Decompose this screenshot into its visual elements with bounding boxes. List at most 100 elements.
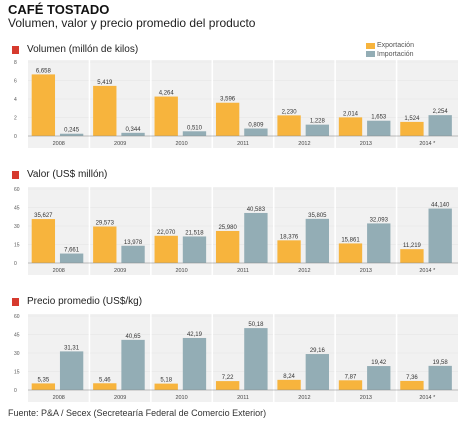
bar-import: [59, 133, 84, 136]
volume-chart: 8 6 4 2 0 6,658 0,245 2008 5,419 0,344 2009 4,264 0,…: [14, 60, 458, 148]
legend-import-label: Importación: [377, 50, 414, 58]
bar-export: [277, 379, 301, 390]
legend-export-swatch: [366, 42, 375, 49]
bar-export: [31, 219, 56, 263]
panel-2-label: Valor (US$ millón): [12, 169, 107, 180]
y-tick-label: 0: [14, 261, 17, 267]
bar-import: [244, 212, 268, 263]
data-label-import: 29,16: [310, 348, 326, 354]
data-label-import: 50,18: [248, 322, 264, 328]
data-label-import: 13,978: [124, 240, 143, 246]
bar-export: [31, 383, 56, 390]
data-label-import: 31,31: [64, 345, 80, 351]
bar-export: [154, 383, 178, 390]
legend-export-label: Exportación: [377, 42, 414, 49]
data-label-export: 29,573: [96, 221, 115, 227]
data-label-export: 3,596: [220, 97, 236, 103]
data-label-export: 5,18: [160, 378, 172, 384]
x-tick-label: 2010: [175, 141, 187, 147]
x-tick-label: 2011: [237, 268, 249, 274]
y-tick-label: 45: [14, 333, 20, 339]
x-tick-label: 2014 *: [419, 141, 436, 147]
data-label-export: 7,36: [406, 375, 418, 381]
data-label-import: 2,254: [433, 109, 449, 115]
x-tick-label: 2009: [114, 395, 126, 401]
data-label-export: 4,264: [159, 91, 175, 97]
bar-export: [154, 96, 178, 136]
bar-import: [305, 124, 329, 136]
x-tick-label: 2012: [298, 141, 310, 147]
x-tick-label: 2013: [360, 395, 372, 401]
data-label-import: 19,58: [433, 360, 449, 366]
data-label-export: 6,658: [36, 68, 52, 74]
data-label-export: 5,46: [99, 377, 111, 383]
bar-export: [215, 381, 240, 390]
bar-export: [215, 102, 240, 136]
data-label-export: 11,219: [403, 243, 422, 249]
y-tick-label: 6: [14, 79, 17, 85]
bar-import: [367, 366, 391, 390]
x-tick-label: 2013: [360, 141, 372, 147]
bar-export: [400, 121, 424, 136]
data-label-export: 35,627: [34, 213, 53, 219]
x-tick-label: 2008: [53, 141, 65, 147]
bar-export: [277, 240, 301, 263]
x-tick-label: 2012: [298, 395, 310, 401]
bar-import: [182, 131, 207, 136]
bar-import: [121, 132, 145, 136]
bar-import: [59, 351, 84, 390]
x-tick-label: 2011: [237, 141, 249, 147]
y-tick-label: 45: [14, 206, 20, 212]
data-label-import: 7,661: [64, 248, 80, 254]
y-tick-label: 15: [14, 370, 20, 376]
x-tick-label: 2014 *: [419, 268, 436, 274]
data-label-import: 0,510: [187, 125, 203, 131]
panel-1-marker: [12, 45, 19, 54]
bar-import: [244, 328, 268, 390]
x-tick-label: 2012: [298, 268, 310, 274]
legend-import: Importación: [366, 51, 414, 58]
bar-export: [338, 380, 363, 390]
x-tick-label: 2010: [175, 395, 187, 401]
data-label-import: 44,140: [431, 203, 450, 209]
bar-export: [154, 235, 178, 263]
x-tick-label: 2014 *: [419, 395, 436, 401]
data-label-import: 0,245: [64, 128, 80, 134]
data-label-import: 0,809: [248, 123, 264, 129]
bar-export: [93, 226, 117, 263]
y-tick-label: 8: [14, 60, 17, 66]
panel-1-title: Volumen (millón de kilos): [27, 44, 139, 55]
legend: Exportación Importación: [366, 42, 461, 59]
data-label-export: 8,24: [283, 374, 295, 380]
data-label-export: 1,524: [404, 116, 420, 122]
bar-export: [400, 249, 424, 263]
bar-import: [428, 365, 452, 390]
bar-import: [305, 218, 329, 263]
y-tick-label: 0: [14, 388, 17, 394]
bar-import: [121, 339, 145, 390]
data-label-export: 5,419: [97, 80, 113, 86]
data-label-import: 0,344: [126, 127, 142, 133]
data-label-export: 2,230: [282, 109, 298, 115]
panel-3-title: Precio promedio (US$/kg): [27, 296, 143, 307]
data-label-export: 18,376: [280, 234, 299, 240]
bar-import: [244, 128, 268, 136]
y-tick-label: 30: [14, 351, 20, 357]
data-label-import: 21,518: [185, 230, 204, 236]
data-label-import: 35,805: [308, 213, 327, 219]
x-tick-label: 2009: [114, 141, 126, 147]
x-tick-label: 2013: [360, 268, 372, 274]
bar-import: [428, 115, 452, 136]
x-tick-label: 2009: [114, 268, 126, 274]
bar-import: [367, 120, 391, 136]
legend-import-swatch: [366, 51, 375, 57]
panel-3-marker: [12, 297, 19, 306]
bar-export: [93, 383, 117, 390]
bar-import: [59, 253, 84, 263]
plot-background: [28, 60, 458, 148]
bar-import: [182, 236, 207, 263]
bar-export: [400, 380, 424, 390]
chart-subtitle: Volumen, valor y precio promedio del pro…: [8, 16, 256, 30]
panel-3-label: Precio promedio (US$/kg): [12, 296, 142, 307]
chart-title: CAFÉ TOSTADO: [8, 2, 110, 17]
